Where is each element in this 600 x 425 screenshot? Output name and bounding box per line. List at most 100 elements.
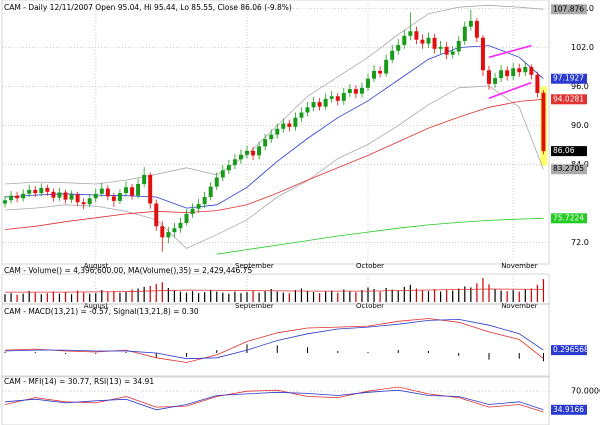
volume-bar (216, 291, 218, 302)
volume-bar (312, 292, 315, 302)
volume-bar (306, 291, 309, 302)
candle-body (184, 213, 189, 223)
volume-bar (488, 284, 490, 302)
candle-body (432, 37, 437, 49)
candle-body (160, 226, 165, 238)
volume-bar (240, 293, 242, 302)
volume-bar (222, 292, 224, 302)
volume-bar (518, 291, 520, 302)
volume-bar (446, 289, 448, 302)
indicator-line (4, 318, 544, 360)
volume-bar (343, 289, 345, 302)
candle-body (420, 39, 425, 44)
candle-body (293, 117, 298, 127)
volume-bar (403, 286, 405, 302)
candle-body (341, 93, 346, 101)
candle-body (372, 70, 377, 79)
volume-bar (228, 293, 230, 302)
volume-bar (391, 289, 393, 302)
panel-frame (1, 375, 550, 425)
candle-body (142, 174, 147, 184)
end-value-box (551, 73, 587, 84)
volume-bar (125, 291, 127, 302)
volume-bar (204, 292, 206, 302)
end-value-box (551, 213, 587, 224)
candle-body (148, 174, 153, 204)
y-tick-label: 72.0 (571, 238, 589, 247)
candle-body (263, 139, 268, 147)
volume-bar (34, 292, 36, 302)
indicator-line (4, 389, 544, 411)
candle-body (384, 59, 389, 74)
volume-bar (349, 291, 351, 302)
candle-body (456, 41, 461, 52)
candle-body (45, 187, 50, 192)
candle-body (87, 198, 92, 205)
candle-body (214, 177, 219, 187)
candle-body (154, 203, 159, 227)
candle-body (275, 128, 280, 135)
candle-body (347, 89, 352, 93)
candle-body (462, 26, 467, 41)
volume-bar (83, 292, 85, 302)
volume-bar (70, 294, 73, 302)
candle-body (444, 46, 449, 55)
end-value-label: 86.06 (553, 146, 575, 155)
volume-bar (512, 290, 514, 302)
volume-bar (355, 292, 357, 302)
candle-body (15, 195, 20, 199)
volume-bar (246, 292, 248, 302)
volume-bar (379, 291, 381, 302)
candle-body (450, 51, 455, 55)
volume-bar (276, 291, 278, 302)
x-tick-label: November (501, 302, 538, 310)
volume-bar (101, 290, 103, 302)
candle-body (287, 123, 292, 127)
volume-bar (46, 293, 48, 302)
candle-body (511, 68, 516, 77)
panel-title: CAM - Daily 12/11/2007 Open 95.04, Hi 95… (4, 3, 292, 12)
candle-body (414, 31, 419, 40)
candle-body (81, 202, 86, 205)
candle-body (281, 123, 286, 129)
end-value-box (551, 146, 587, 157)
candle-body (172, 228, 177, 233)
volume-bar (198, 293, 200, 302)
candle-body (9, 195, 14, 201)
candle-body (27, 189, 32, 194)
volume-bar (77, 290, 79, 302)
candle-body (105, 188, 110, 197)
end-value-box (551, 345, 587, 356)
panel-frame (1, 303, 550, 378)
volume-bar (373, 289, 375, 302)
indicator-line (4, 318, 544, 363)
x-tick-label: October (356, 302, 384, 310)
panel-title: CAM - Volume() = 4,396,600.00, MA(Volume… (4, 266, 252, 275)
volume-bar (288, 293, 290, 302)
candle-body (111, 196, 116, 201)
volume-bar (337, 292, 339, 302)
end-value-label: 107.876 (553, 4, 584, 13)
candle-body (166, 232, 171, 238)
candle-body (226, 165, 231, 171)
volume-bar (300, 288, 303, 302)
volume-bar (325, 291, 327, 302)
candle-body (378, 70, 383, 74)
candle-body (359, 87, 364, 94)
volume-bar (282, 292, 284, 302)
volume-bar (4, 294, 6, 302)
volume-bar (113, 291, 115, 302)
candle-body (190, 208, 195, 214)
candle-body (323, 98, 328, 107)
volume-bar (294, 290, 296, 302)
candle-body (245, 150, 249, 155)
volume-bar (458, 288, 460, 302)
candle-body (39, 187, 44, 194)
end-value-label: 0.296568 (553, 345, 589, 354)
candle-body (311, 102, 316, 108)
volume-bar (10, 293, 12, 302)
volume-bar (119, 292, 121, 302)
x-tick-label: August (84, 262, 109, 270)
candle-body (93, 193, 98, 199)
volume-bar (179, 291, 182, 302)
